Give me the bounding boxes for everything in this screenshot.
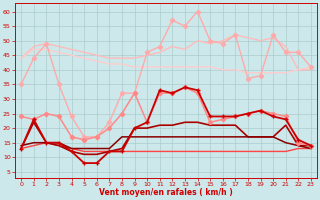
X-axis label: Vent moyen/en rafales ( km/h ): Vent moyen/en rafales ( km/h ) xyxy=(99,188,233,197)
